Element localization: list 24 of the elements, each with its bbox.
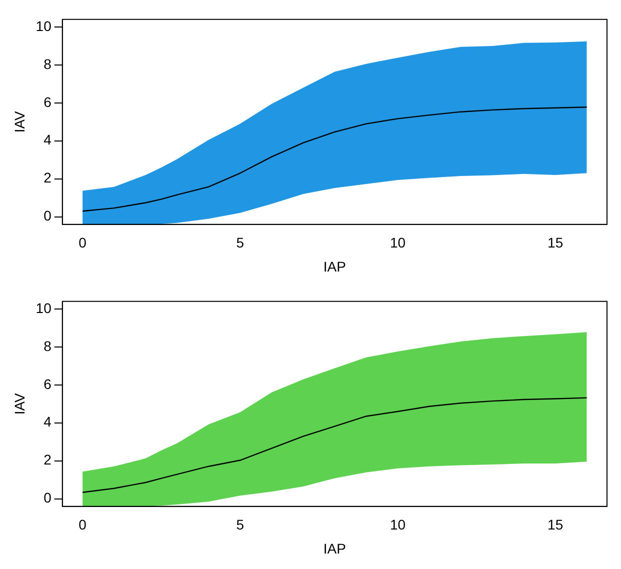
x-axis-title: IAP bbox=[323, 258, 346, 274]
y-tick-label: 0 bbox=[44, 490, 52, 506]
x-tick-label: 0 bbox=[78, 516, 87, 533]
y-axis-title: IAV bbox=[11, 392, 28, 415]
y-axis-title: IAV bbox=[11, 110, 28, 133]
x-tick-label: 10 bbox=[390, 234, 406, 251]
y-tick-label: 8 bbox=[44, 56, 52, 72]
x-tick-label: 5 bbox=[236, 234, 244, 251]
y-tick-label: 4 bbox=[44, 132, 52, 148]
x-tick-label: 5 bbox=[236, 516, 244, 533]
x-axis-title: IAP bbox=[323, 540, 346, 556]
y-tick-label: 2 bbox=[44, 170, 52, 186]
y-tick-label: 2 bbox=[44, 452, 52, 468]
y-tick-label: 6 bbox=[44, 94, 52, 110]
x-tick-label: 10 bbox=[390, 516, 406, 533]
y-tick-label: 8 bbox=[44, 338, 52, 354]
y-tick-label: 10 bbox=[36, 18, 52, 34]
y-tick-label: 10 bbox=[36, 300, 52, 316]
y-tick-label: 6 bbox=[44, 376, 52, 392]
x-tick-label: 15 bbox=[548, 516, 564, 533]
y-tick-label: 4 bbox=[44, 414, 52, 430]
x-tick-label: 15 bbox=[548, 234, 564, 251]
x-tick-label: 0 bbox=[78, 234, 87, 251]
y-tick-label: 0 bbox=[44, 208, 52, 224]
